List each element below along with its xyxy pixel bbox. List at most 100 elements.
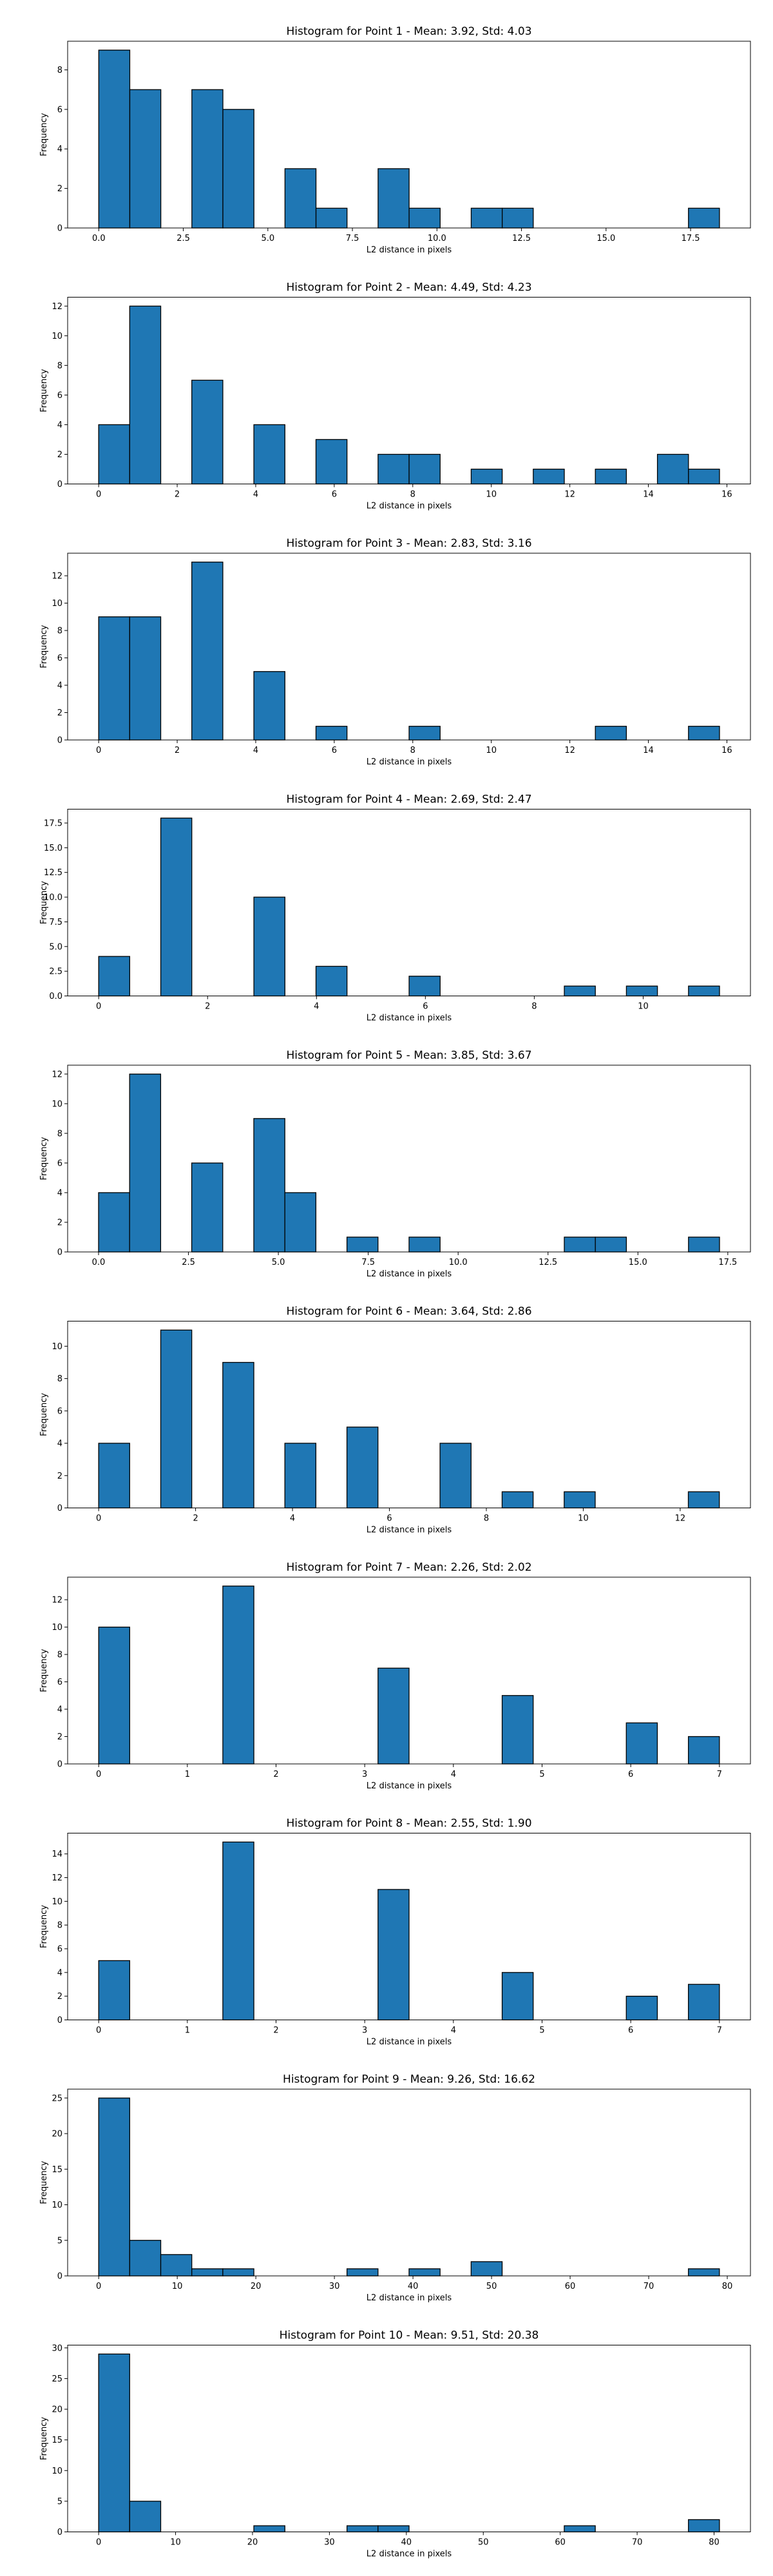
histogram-bar: [688, 985, 720, 997]
x-tick-label: 2: [273, 1770, 278, 1779]
y-tick-label: 15.0: [44, 844, 62, 853]
x-axis-label: L2 distance in pixels: [367, 502, 452, 511]
histogram-bar: [408, 207, 441, 229]
histogram-bar: [346, 2525, 379, 2533]
histogram-bar: [564, 985, 596, 997]
y-tick-label: 20: [52, 2405, 62, 2415]
histogram-bar: [377, 1667, 410, 1765]
histogram-bar: [191, 2268, 224, 2277]
histogram-panel-9: Histogram for Point 9 - Mean: 9.26, Std:…: [39, 2073, 751, 2303]
histogram-bar: [253, 1118, 285, 1253]
histogram-panel-2: Histogram for Point 2 - Mean: 4.49, Std:…: [39, 281, 751, 511]
x-tick-label: 2: [273, 2026, 278, 2036]
chart-title: Histogram for Point 2 - Mean: 4.49, Std:…: [286, 281, 531, 294]
histogram-bar: [564, 1236, 596, 1253]
histogram-bar: [501, 207, 534, 229]
x-tick-label: 6: [423, 1002, 428, 1012]
x-tick-label: 14: [643, 490, 654, 500]
histogram-bar: [595, 468, 627, 485]
x-tick-label: 0.0: [92, 1258, 106, 1267]
x-axis-label: L2 distance in pixels: [367, 1526, 452, 1535]
x-tick-label: 12.5: [512, 234, 531, 243]
y-tick-label: 6: [57, 105, 62, 115]
x-axis-label: L2 distance in pixels: [367, 1014, 452, 1023]
x-tick-label: 0: [96, 2026, 101, 2036]
histogram-bar: [284, 1443, 317, 1509]
x-tick-label: 12.5: [539, 1258, 557, 1267]
histogram-bar: [656, 453, 689, 485]
axes-frame: [67, 297, 751, 484]
y-axis-label: Frequency: [39, 881, 49, 924]
chart-title: Histogram for Point 10 - Mean: 9.51, Std…: [280, 2329, 539, 2342]
histogram-bar: [688, 468, 720, 485]
histogram-bar: [346, 1236, 379, 1253]
axes-frame: [67, 1065, 751, 1253]
x-tick-label: 10: [486, 490, 497, 500]
histogram-panel-5: Histogram for Point 5 - Mean: 3.85, Std:…: [39, 1049, 751, 1279]
x-tick-label: 6: [628, 1770, 633, 1779]
histogram-bar: [687, 1491, 720, 1509]
y-axis-label: Frequency: [39, 1649, 49, 1692]
x-tick-label: 40: [401, 2538, 412, 2548]
histogram-bar: [315, 726, 348, 741]
histogram-bar: [129, 616, 162, 741]
x-tick-label: 20: [247, 2538, 258, 2548]
y-tick-label: 8: [57, 627, 62, 636]
y-axis-label: Frequency: [39, 625, 49, 668]
x-tick-label: 1: [185, 2026, 190, 2036]
histogram-bar: [191, 379, 224, 485]
histogram-bar: [346, 1426, 379, 1509]
chart-title: Histogram for Point 8 - Mean: 2.55, Std:…: [286, 1817, 531, 1830]
y-tick-label: 10: [52, 2201, 62, 2210]
histogram-bar: [222, 2268, 254, 2277]
y-tick-label: 0: [57, 1760, 62, 1770]
x-tick-label: 60: [555, 2538, 566, 2548]
x-tick-label: 80: [709, 2538, 720, 2548]
histogram-bar: [595, 1236, 627, 1253]
x-tick-label: 2: [175, 490, 180, 500]
histogram-bar: [315, 965, 348, 997]
histogram-bar: [98, 50, 131, 229]
x-tick-label: 10.0: [428, 234, 446, 243]
y-tick-label: 6: [57, 1159, 62, 1168]
x-tick-label: 70: [632, 2538, 643, 2548]
x-tick-label: 40: [408, 2282, 419, 2291]
x-tick-label: 20: [251, 2282, 262, 2291]
histogram-bar: [470, 2261, 503, 2277]
chart-title: Histogram for Point 1 - Mean: 3.92, Std:…: [286, 25, 531, 38]
x-tick-label: 16: [721, 490, 732, 500]
axes-frame: [67, 41, 751, 229]
y-tick-label: 4: [57, 421, 62, 430]
x-tick-label: 0: [96, 2282, 101, 2291]
x-tick-label: 10: [638, 1002, 649, 1012]
y-tick-label: 8: [57, 1374, 62, 1384]
x-tick-label: 0.0: [92, 234, 106, 243]
x-tick-label: 15.0: [596, 234, 615, 243]
y-axis-label: Frequency: [39, 1393, 49, 1436]
y-axis-label: Frequency: [39, 369, 49, 412]
histogram-bar: [98, 2098, 131, 2277]
x-tick-label: 30: [329, 2282, 340, 2291]
x-tick-label: 0: [96, 2538, 101, 2548]
y-tick-label: 2.5: [49, 967, 62, 977]
y-tick-label: 2: [57, 1732, 62, 1742]
x-tick-label: 10: [170, 2538, 181, 2548]
histogram-bar: [533, 468, 565, 485]
x-tick-label: 0: [96, 490, 101, 500]
x-tick-label: 6: [628, 2026, 633, 2036]
histogram-bar: [688, 726, 720, 741]
histogram-bar: [98, 1443, 130, 1509]
y-tick-label: 0: [57, 1248, 62, 1258]
histogram-bar: [253, 424, 285, 485]
y-tick-label: 0: [57, 736, 62, 746]
x-tick-label: 30: [324, 2538, 335, 2548]
histogram-panel-8: Histogram for Point 8 - Mean: 2.55, Std:…: [39, 1817, 751, 2047]
histogram-bar: [408, 976, 441, 997]
x-tick-label: 8: [484, 1514, 489, 1524]
histogram-bar: [564, 2525, 596, 2533]
x-tick-label: 4: [314, 1002, 319, 1012]
chart-title: Histogram for Point 5 - Mean: 3.85, Std:…: [286, 1049, 531, 1062]
y-tick-label: 10.0: [44, 893, 62, 903]
y-tick-label: 17.5: [44, 819, 62, 828]
y-tick-label: 0: [57, 2016, 62, 2025]
